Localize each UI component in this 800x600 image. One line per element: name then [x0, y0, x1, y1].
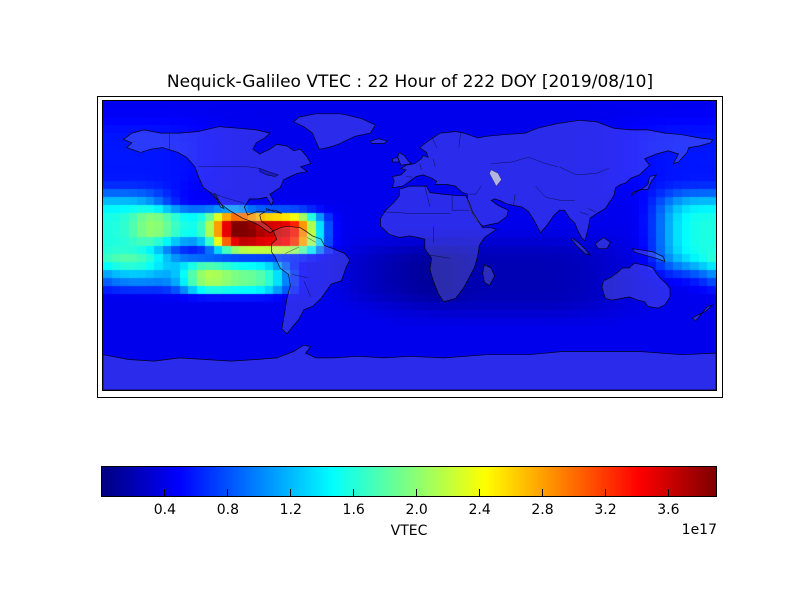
colorbar-tick [604, 489, 607, 496]
coastlines-overlay [103, 113, 716, 390]
colorbar-gradient [102, 467, 716, 496]
colorbar-tick [416, 489, 418, 496]
world-map [102, 100, 717, 391]
colorbar-axis-label: VTEC [390, 523, 428, 539]
colorbar-tick [667, 489, 669, 496]
plot-title: Nequick-Galileo VTEC : 22 Hour of 222 DO… [166, 72, 654, 92]
colorbar [101, 466, 717, 497]
colorbar-tick [479, 489, 481, 496]
colorbar-tick-label: 2.0 [405, 502, 428, 518]
colorbar-tick-label: 2.8 [531, 502, 554, 518]
colorbar-tick-label: 1.2 [279, 502, 302, 518]
colorbar-tick [541, 489, 544, 496]
colorbar-tick [353, 489, 355, 496]
colorbar-tick-label: 3.6 [657, 502, 680, 518]
colorbar-tick [164, 489, 166, 496]
colorbar-tick-label: 0.8 [216, 502, 240, 518]
colorbar-offset-text: 1e17 [681, 522, 717, 538]
colorbar-tick-label: 1.6 [342, 502, 365, 518]
colorbar-tick [290, 489, 292, 496]
colorbar-tick [227, 489, 229, 496]
colorbar-tick-label: 0.4 [153, 502, 177, 518]
colorbar-tick-label: 2.4 [468, 502, 491, 518]
vtec-heatmap [103, 101, 716, 390]
colorbar-tick-label: 3.2 [594, 502, 617, 518]
